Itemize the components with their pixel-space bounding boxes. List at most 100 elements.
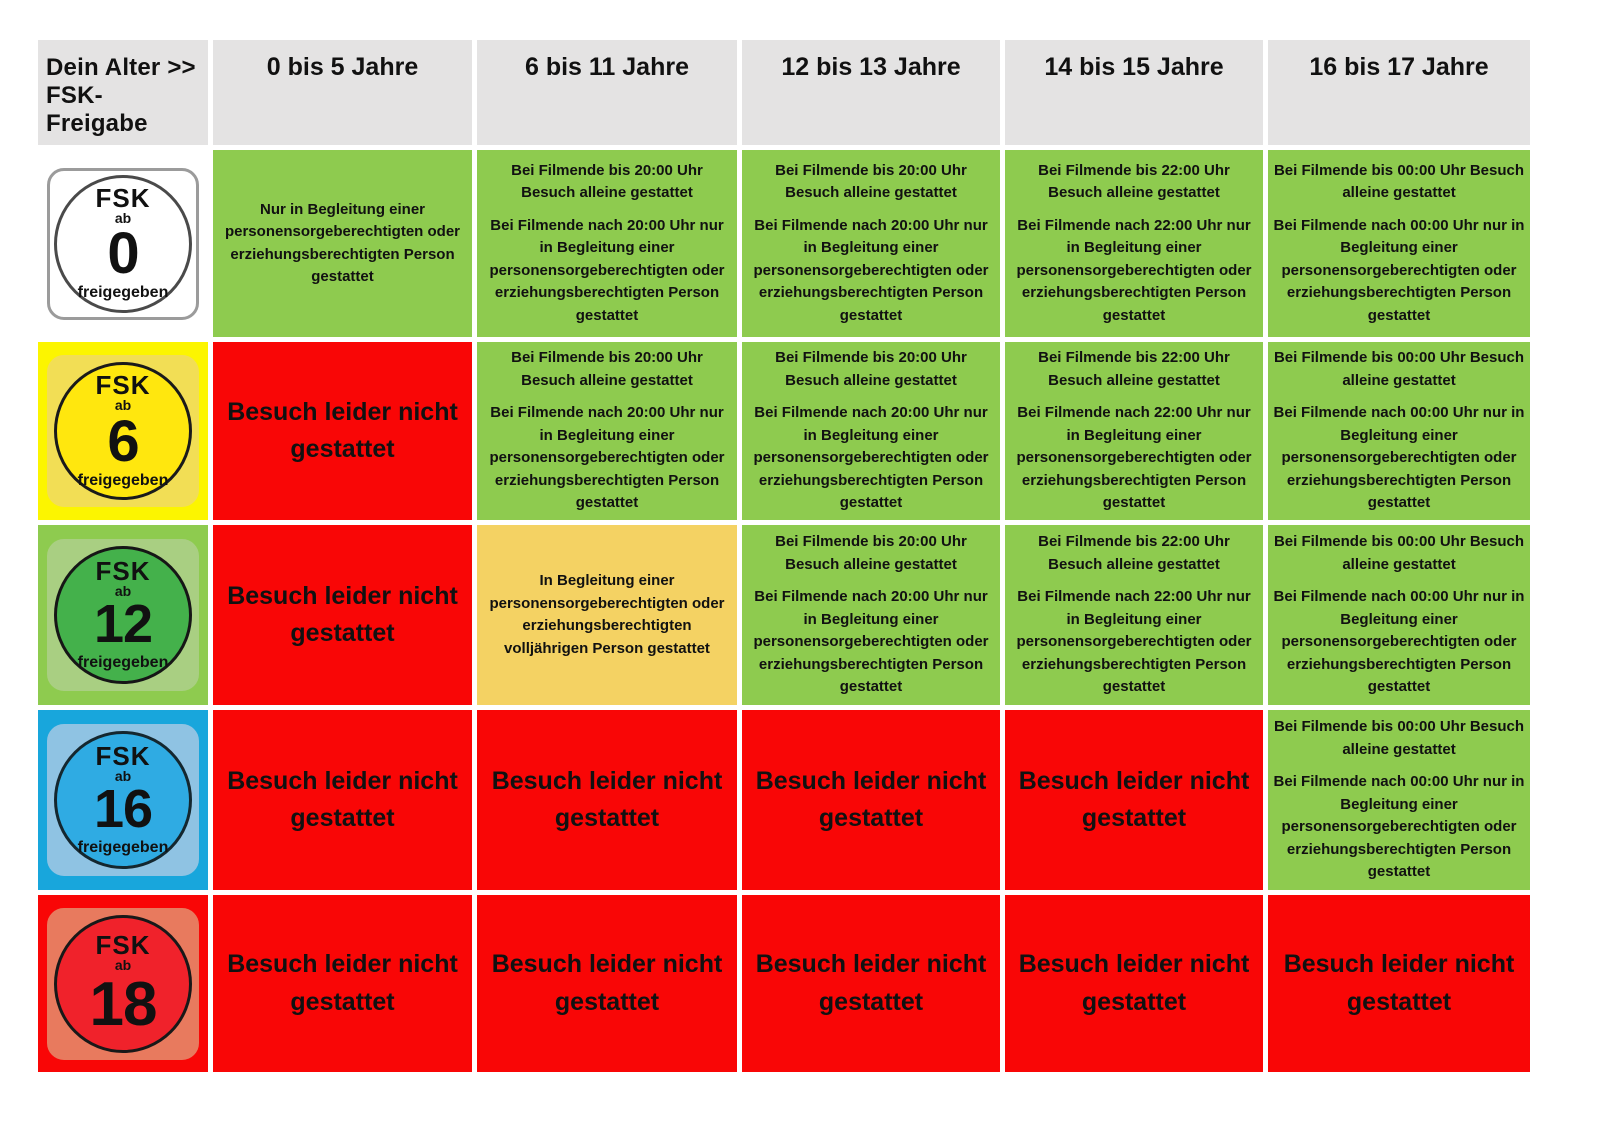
badge-fsk-label: FSK [95,556,151,587]
rule-cell-fsk0-agecol4: Bei Filmende bis 00:00 Uhr Besuch allein… [1268,150,1530,337]
age-column-header-0: 0 bis 5 Jahre [213,40,472,145]
fsk-12-badge-circle: FSK ab 12 freigegeben [54,546,192,684]
badge-age-number: 0 [107,221,139,287]
rule-cell-fsk6-agecol4: Bei Filmende bis 00:00 Uhr Besuch allein… [1268,342,1530,520]
rule-cell-fsk16-agecol0: Besuch leider nicht gestattet [213,710,472,890]
rule-text: Bei Filmende bis 00:00 Uhr Besuch allein… [1273,718,1525,758]
badge-ab-label: ab [114,768,132,785]
rule-cell-fsk0-agecol1: Bei Filmende bis 20:00 Uhr Besuch allein… [477,150,737,337]
rule-text: Bei Filmende nach 00:00 Uhr nur in Begle… [1273,216,1525,324]
fsk-16-row-header: FSK ab 16 freigegeben [38,710,208,890]
rule-text: Bei Filmende bis 20:00 Uhr Besuch allein… [511,161,703,202]
rule-cell-fsk12-agecol0: Besuch leider nicht gestattet [213,525,472,705]
age-column-header-3: 14 bis 15 Jahre [1005,40,1263,145]
rule-cell-fsk6-agecol2: Bei Filmende bis 20:00 Uhr Besuch allein… [742,342,1000,520]
badge-ab-label: ab [114,209,132,226]
rule-text: Besuch leider nicht gestattet [227,397,458,464]
rule-text: Bei Filmende nach 20:00 Uhr nur in Begle… [753,216,989,324]
rule-text: Bei Filmende nach 20:00 Uhr nur in Begle… [489,404,725,512]
badge-age-number: 18 [89,969,158,1039]
rule-text: Bei Filmende bis 20:00 Uhr Besuch allein… [775,533,967,573]
badge-ab-label: ab [114,583,132,600]
rule-cell-fsk18-agecol2: Besuch leider nicht gestattet [742,895,1000,1072]
rule-text: Bei Filmende nach 00:00 Uhr nur in Begle… [1273,588,1525,696]
rule-text: Bei Filmende bis 22:00 Uhr Besuch allein… [1038,533,1230,573]
badge-fsk-label: FSK [95,370,151,401]
rule-text: Besuch leider nicht gestattet [227,950,458,1016]
fsk-6-badge: FSK ab 6 freigegeben [47,355,199,507]
rule-text: Bei Filmende nach 20:00 Uhr nur in Begle… [753,404,989,512]
fsk-6-row-header: FSK ab 6 freigegeben [38,342,208,520]
rule-cell-fsk6-agecol0: Besuch leider nicht gestattet [213,342,472,520]
rule-cell-fsk0-agecol0: Nur in Begleitung einer personensorgeber… [213,150,472,337]
fsk-18-row-header: FSK ab 18 [38,895,208,1072]
fsk-16-badge-circle: FSK ab 16 freigegeben [54,731,192,869]
badge-freigegeben-label: freigegeben [77,838,169,856]
badge-freigegeben-label: freigegeben [77,653,169,671]
fsk-12-row-header: FSK ab 12 freigegeben [38,525,208,705]
badge-fsk-label: FSK [95,930,151,961]
rule-text: Besuch leider nicht gestattet [755,950,987,1016]
rule-text: Bei Filmende bis 22:00 Uhr Besuch allein… [1038,349,1230,389]
rule-text: Besuch leider nicht gestattet [227,766,458,833]
rule-cell-fsk16-agecol3: Besuch leider nicht gestattet [1005,710,1263,890]
fsk-0-row-header: FSK ab 0 freigegeben [38,150,208,337]
fsk-table: Dein Alter >> FSK-Freigabe 0 bis 5 Jahre 6 … [38,40,1530,1072]
rule-cell-fsk6-agecol1: Bei Filmende bis 20:00 Uhr Besuch allein… [477,342,737,520]
rule-text: Bei Filmende bis 22:00 Uhr Besuch allein… [1038,161,1230,202]
rule-cell-fsk16-agecol4: Bei Filmende bis 00:00 Uhr Besuch allein… [1268,710,1530,890]
rule-cell-fsk18-agecol3: Besuch leider nicht gestattet [1005,895,1263,1072]
rule-cell-fsk12-agecol3: Bei Filmende bis 22:00 Uhr Besuch allein… [1005,525,1263,705]
rule-text: Besuch leider nicht gestattet [755,766,987,833]
rule-text: Besuch leider nicht gestattet [1018,766,1250,833]
rule-cell-fsk6-agecol3: Bei Filmende bis 22:00 Uhr Besuch allein… [1005,342,1263,520]
rule-text: Nur in Begleitung einer personensorgeber… [224,200,461,286]
fsk-release-label: FSK-Freigabe [46,82,148,137]
rule-cell-fsk0-agecol2: Bei Filmende bis 20:00 Uhr Besuch allein… [742,150,1000,337]
rule-cell-fsk18-agecol0: Besuch leider nicht gestattet [213,895,472,1072]
rule-text: Bei Filmende nach 22:00 Uhr nur in Begle… [1016,404,1252,512]
rule-text: Bei Filmende nach 20:00 Uhr nur in Begle… [753,588,989,696]
fsk-16-badge: FSK ab 16 freigegeben [47,724,199,876]
table-corner-header: Dein Alter >> FSK-Freigabe [38,40,208,145]
rule-text: Bei Filmende bis 00:00 Uhr Besuch allein… [1273,349,1525,389]
rule-cell-fsk12-agecol1: In Begleitung einer personensorgeberecht… [477,525,737,705]
rule-text: Besuch leider nicht gestattet [491,766,723,833]
rule-text: Bei Filmende bis 00:00 Uhr Besuch allein… [1273,533,1525,573]
age-column-header-4: 16 bis 17 Jahre [1268,40,1530,145]
rule-text: In Begleitung einer personensorgeberecht… [489,572,725,657]
age-column-header-1: 6 bis 11 Jahre [477,40,737,145]
badge-fsk-label: FSK [95,741,151,772]
rule-cell-fsk18-agecol1: Besuch leider nicht gestattet [477,895,737,1072]
rule-cell-fsk12-agecol4: Bei Filmende bis 00:00 Uhr Besuch allein… [1268,525,1530,705]
rule-text: Bei Filmende bis 20:00 Uhr Besuch allein… [511,349,703,389]
fsk-18-badge-circle: FSK ab 18 [54,914,192,1053]
badge-age-number: 16 [93,779,153,840]
rule-text: Bei Filmende nach 22:00 Uhr nur in Begle… [1016,216,1252,324]
badge-ab-label: ab [114,957,132,974]
fsk-6-badge-circle: FSK ab 6 freigegeben [54,362,192,500]
age-column-header-2: 12 bis 13 Jahre [742,40,1000,145]
rule-cell-fsk16-agecol2: Besuch leider nicht gestattet [742,710,1000,890]
badge-age-number: 12 [93,594,153,655]
rule-text: Besuch leider nicht gestattet [491,950,723,1016]
badge-ab-label: ab [114,397,132,414]
fsk-18-badge: FSK ab 18 [47,907,199,1060]
fsk-0-badge-circle: FSK ab 0 freigegeben [54,174,192,313]
rule-text: Bei Filmende bis 20:00 Uhr Besuch allein… [775,349,967,389]
badge-freigegeben-label: freigegeben [77,471,169,489]
rule-text: Besuch leider nicht gestattet [227,581,458,648]
rule-cell-fsk12-agecol2: Bei Filmende bis 20:00 Uhr Besuch allein… [742,525,1000,705]
badge-age-number: 6 [107,408,139,474]
fsk-0-badge: FSK ab 0 freigegeben [47,167,199,320]
rule-text: Besuch leider nicht gestattet [1283,950,1515,1016]
rule-cell-fsk16-agecol1: Besuch leider nicht gestattet [477,710,737,890]
rule-cell-fsk0-agecol3: Bei Filmende bis 22:00 Uhr Besuch allein… [1005,150,1263,337]
fsk-12-badge: FSK ab 12 freigegeben [47,539,199,691]
rule-text: Bei Filmende nach 22:00 Uhr nur in Begle… [1016,588,1252,696]
rule-cell-fsk18-agecol4: Besuch leider nicht gestattet [1268,895,1530,1072]
rule-text: Bei Filmende bis 20:00 Uhr Besuch allein… [775,161,967,202]
rule-text: Bei Filmende nach 20:00 Uhr nur in Begle… [489,216,725,324]
your-age-label: Dein Alter >> [46,54,196,81]
badge-freigegeben-label: freigegeben [77,284,169,302]
